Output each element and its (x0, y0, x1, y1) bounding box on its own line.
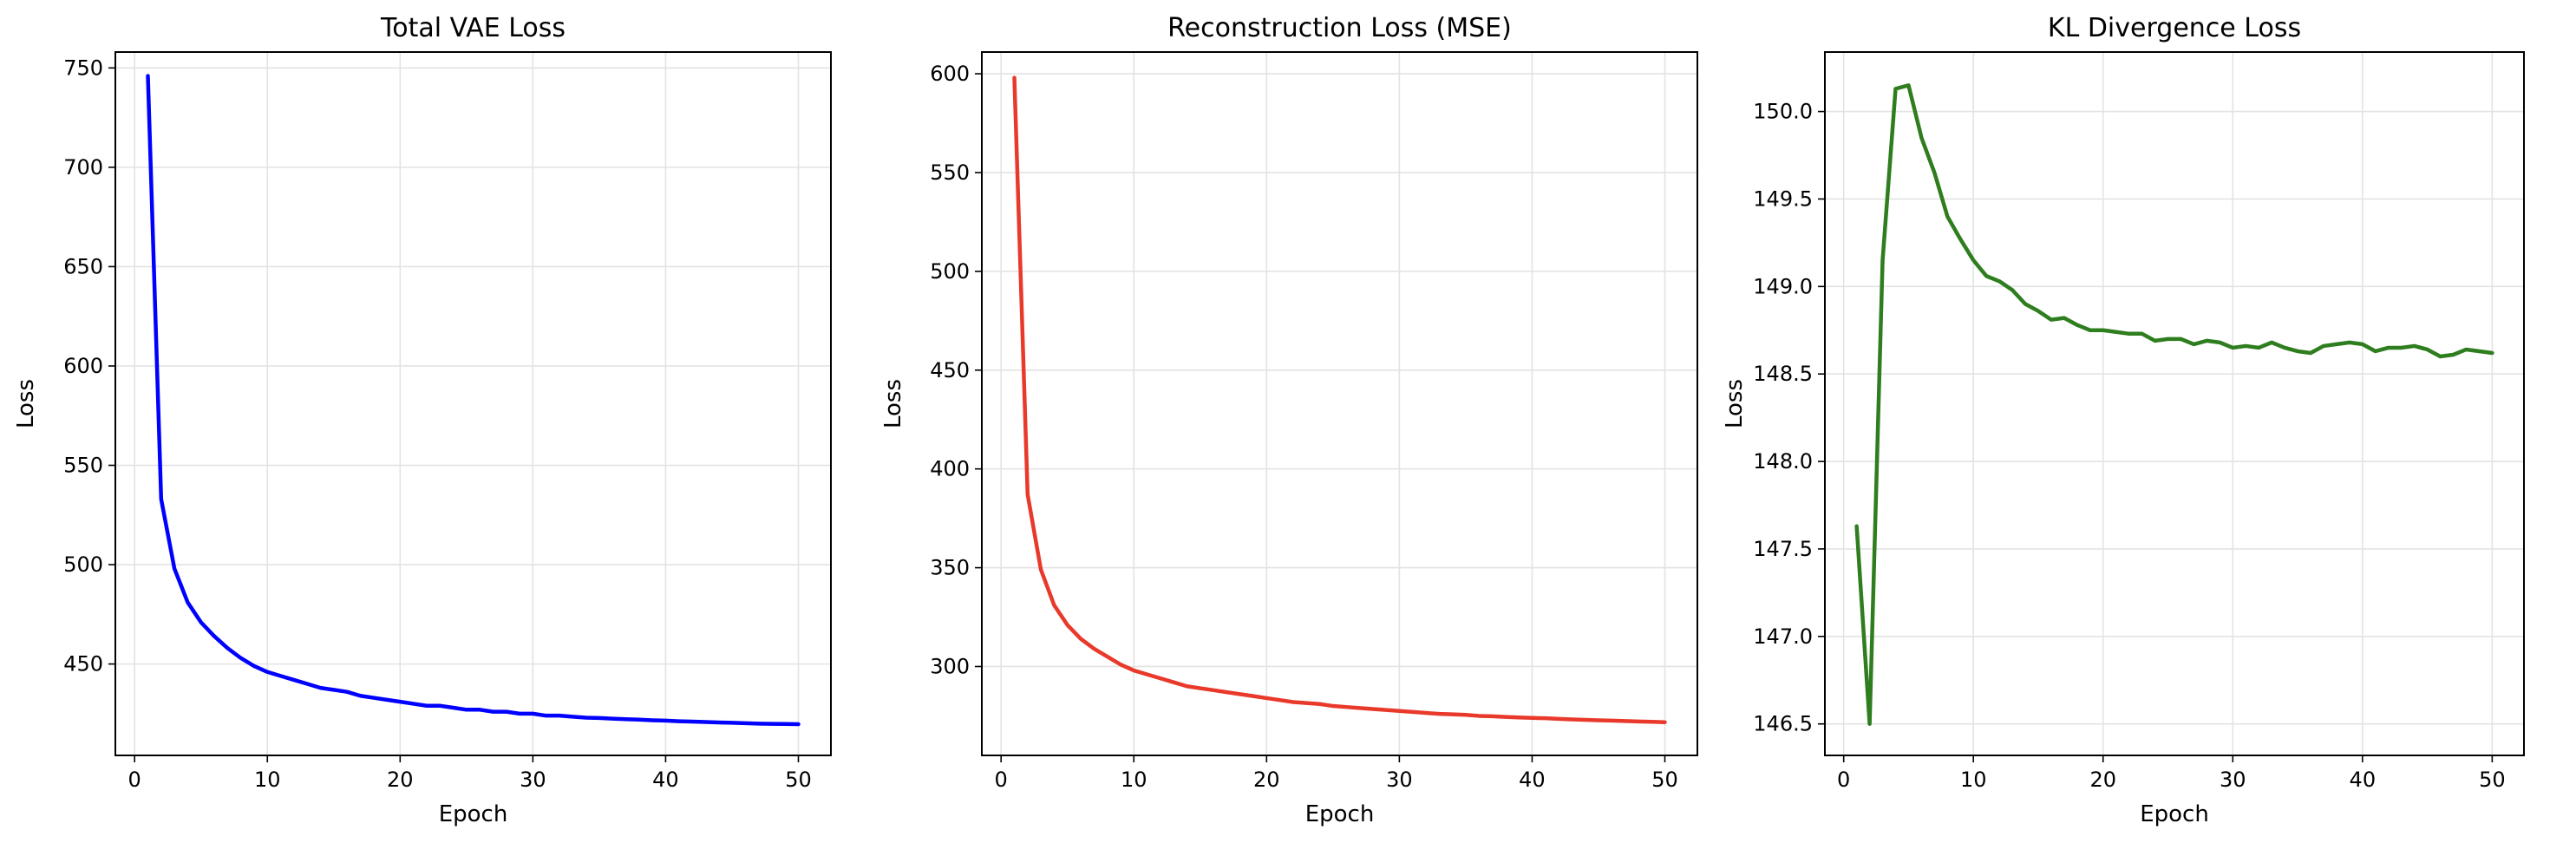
y-tick-label: 146.5 (1753, 712, 1813, 736)
y-axis-label: Loss (880, 379, 906, 428)
y-tick-label: 500 (63, 552, 103, 577)
reconstruction-loss-title: Reconstruction Loss (MSE) (1167, 13, 1512, 43)
x-tick-label: 40 (2350, 768, 2377, 792)
x-tick-label: 30 (2220, 768, 2246, 792)
y-tick-label: 500 (930, 259, 970, 284)
kl-divergence-loss-panel: 0 10 20 30 40 50 146.5 147.0 147.5 148.0 148.5 149.… (1722, 13, 2525, 827)
x-tick-label: 30 (520, 768, 546, 792)
x-tick-label: 50 (1651, 768, 1678, 792)
x-tick-label: 40 (1519, 768, 1546, 792)
kl-divergence-loss-line (1854, 83, 2494, 726)
y-tick-label: 149.0 (1753, 274, 1813, 298)
y-tick-label: 147.5 (1753, 537, 1813, 561)
axes-frame (1824, 51, 2525, 756)
y-tick-label: 148.0 (1753, 449, 1813, 474)
reconstruction-loss-panel: 0 10 20 30 40 50 300 350 400 450 500 550 600 Reconstr… (880, 13, 1698, 827)
total-vae-loss-line (146, 74, 801, 727)
x-tick-label: 0 (1837, 768, 1850, 792)
kl-divergence-loss-title: KL Divergence Loss (2048, 13, 2301, 43)
x-tick-label: 10 (1121, 768, 1147, 792)
y-tick-label: 350 (930, 556, 970, 580)
x-tick-label: 20 (2089, 768, 2116, 792)
total-vae-loss-title: Total VAE Loss (380, 13, 566, 43)
x-tick-label: 20 (387, 768, 414, 792)
axes-frame (114, 51, 832, 756)
axes-frame (981, 51, 1698, 756)
x-tick-label: 0 (128, 768, 141, 792)
y-tick-label: 300 (930, 654, 970, 678)
y-tick-label: 550 (930, 160, 970, 185)
y-tick-label: 400 (930, 457, 970, 481)
x-tick-label: 50 (2479, 768, 2506, 792)
y-tick-label: 600 (63, 354, 103, 378)
y-tick-label: 150.0 (1753, 100, 1813, 124)
y-tick-label: 147.0 (1753, 624, 1813, 649)
y-tick-label: 148.5 (1753, 362, 1813, 386)
y-tick-label: 650 (63, 254, 103, 278)
x-axis-label: Epoch (439, 801, 508, 827)
y-tick-label: 550 (63, 454, 103, 478)
y-tick-label: 450 (63, 652, 103, 676)
y-tick-label: 750 (63, 56, 103, 80)
x-tick-label: 0 (995, 768, 1008, 792)
total-vae-loss-panel: 0 10 20 30 40 50 450 500 550 600 650 700 750 Total VA… (13, 13, 832, 827)
y-axis-label: Loss (1722, 379, 1748, 428)
x-tick-label: 10 (254, 768, 281, 792)
x-axis-label: Epoch (2140, 801, 2209, 827)
y-tick-label: 450 (930, 358, 970, 382)
x-tick-label: 40 (652, 768, 679, 792)
x-axis-label: Epoch (1305, 801, 1375, 827)
x-tick-label: 20 (1253, 768, 1280, 792)
x-tick-label: 30 (1386, 768, 1413, 792)
reconstruction-loss-line (1012, 75, 1667, 724)
x-tick-label: 10 (1960, 768, 1987, 792)
y-tick-label: 700 (63, 155, 103, 180)
y-tick-label: 149.5 (1753, 186, 1813, 211)
y-axis-label: Loss (13, 379, 39, 428)
x-tick-label: 50 (785, 768, 812, 792)
y-tick-label: 600 (930, 62, 970, 86)
